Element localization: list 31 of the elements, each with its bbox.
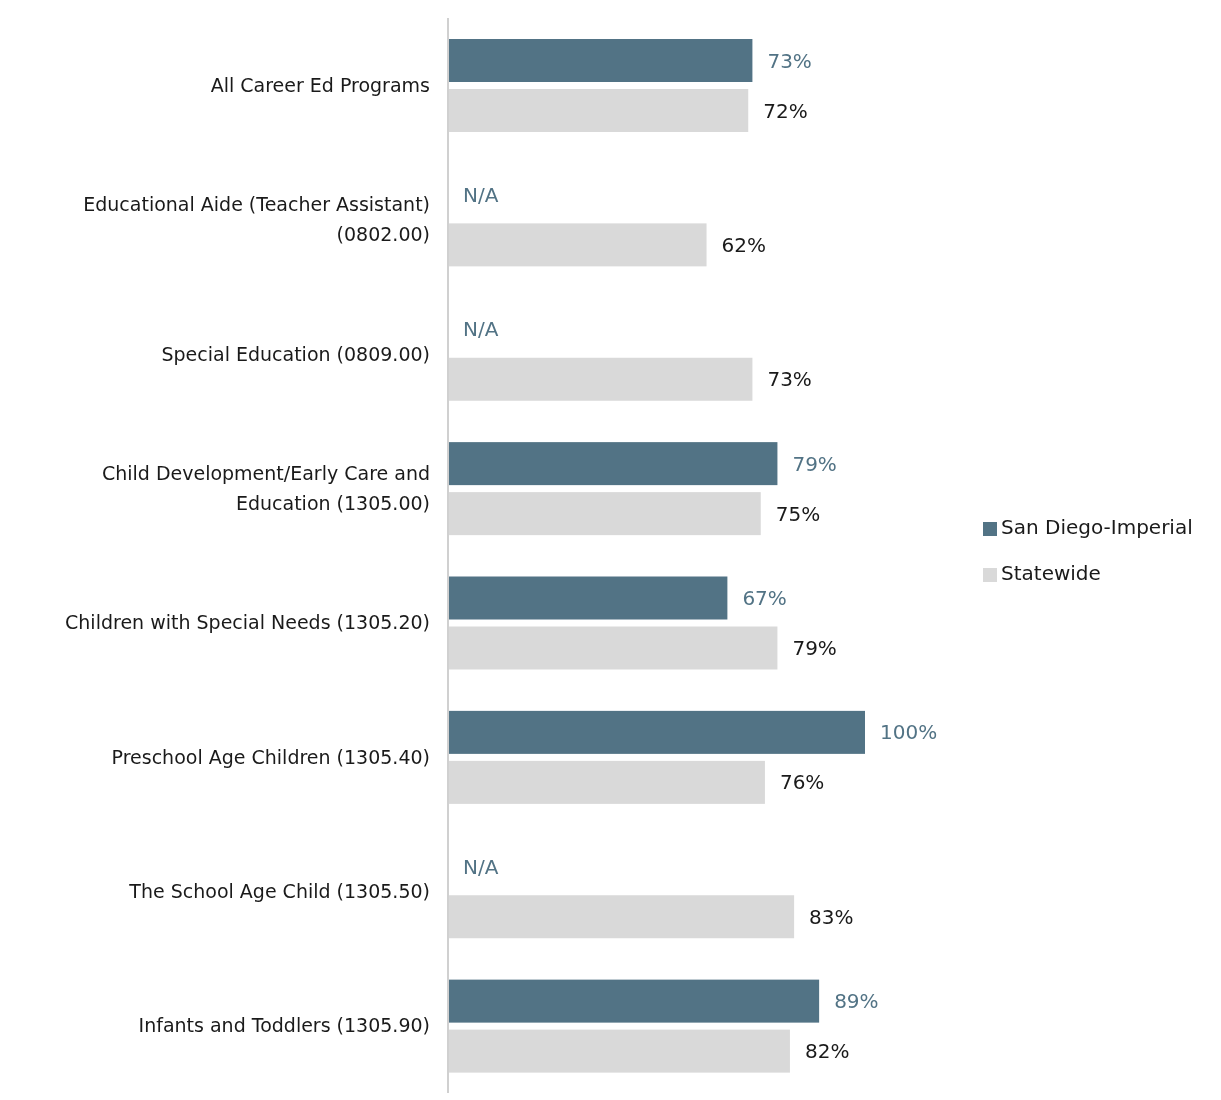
y-tick-label: Children with Special Needs (1305.20)	[65, 611, 430, 634]
bar	[448, 442, 778, 486]
y-tick-label: Special Education (0809.00)	[161, 342, 430, 365]
data-label: 76%	[779, 770, 825, 795]
legend-label: San Diego-Imperial	[1001, 514, 1193, 539]
data-label: 82%	[804, 1039, 850, 1064]
bar	[448, 979, 820, 1023]
data-label: 72%	[763, 98, 808, 123]
bar	[448, 710, 865, 754]
text: N/A	[463, 182, 499, 207]
data-label: 73%	[767, 48, 812, 73]
data-label: 67%	[742, 586, 787, 610]
data-label: 79%	[792, 636, 837, 660]
data-label: 75%	[775, 501, 821, 526]
bar	[448, 39, 753, 82]
y-tick-label: Preschool Age Children (1305.40)	[111, 745, 430, 768]
legend-label: Statewide	[1001, 560, 1101, 585]
data-label: 100%	[880, 720, 938, 745]
text: N/A	[463, 854, 499, 879]
data-label: 83%	[809, 904, 854, 929]
text: N/A	[463, 317, 499, 342]
y-tick-label: The School Age Child (1305.50)	[128, 880, 430, 903]
bar	[448, 576, 728, 620]
data-label: 79%	[792, 451, 837, 476]
data-label: 73%	[767, 367, 812, 392]
data-label: 89%	[834, 989, 879, 1014]
data-label: 62%	[721, 232, 766, 257]
y-tick-label: Child Development/Early Care and Education (1305.00)	[101, 461, 430, 514]
y-tick-label: Educational Aide (Teacher Assistant) (0802.00)	[83, 193, 430, 246]
y-tick-label: Infants and Toddlers (1305.90)	[138, 1014, 430, 1037]
y-tick-label: All Career Ed Programs	[210, 73, 430, 96]
